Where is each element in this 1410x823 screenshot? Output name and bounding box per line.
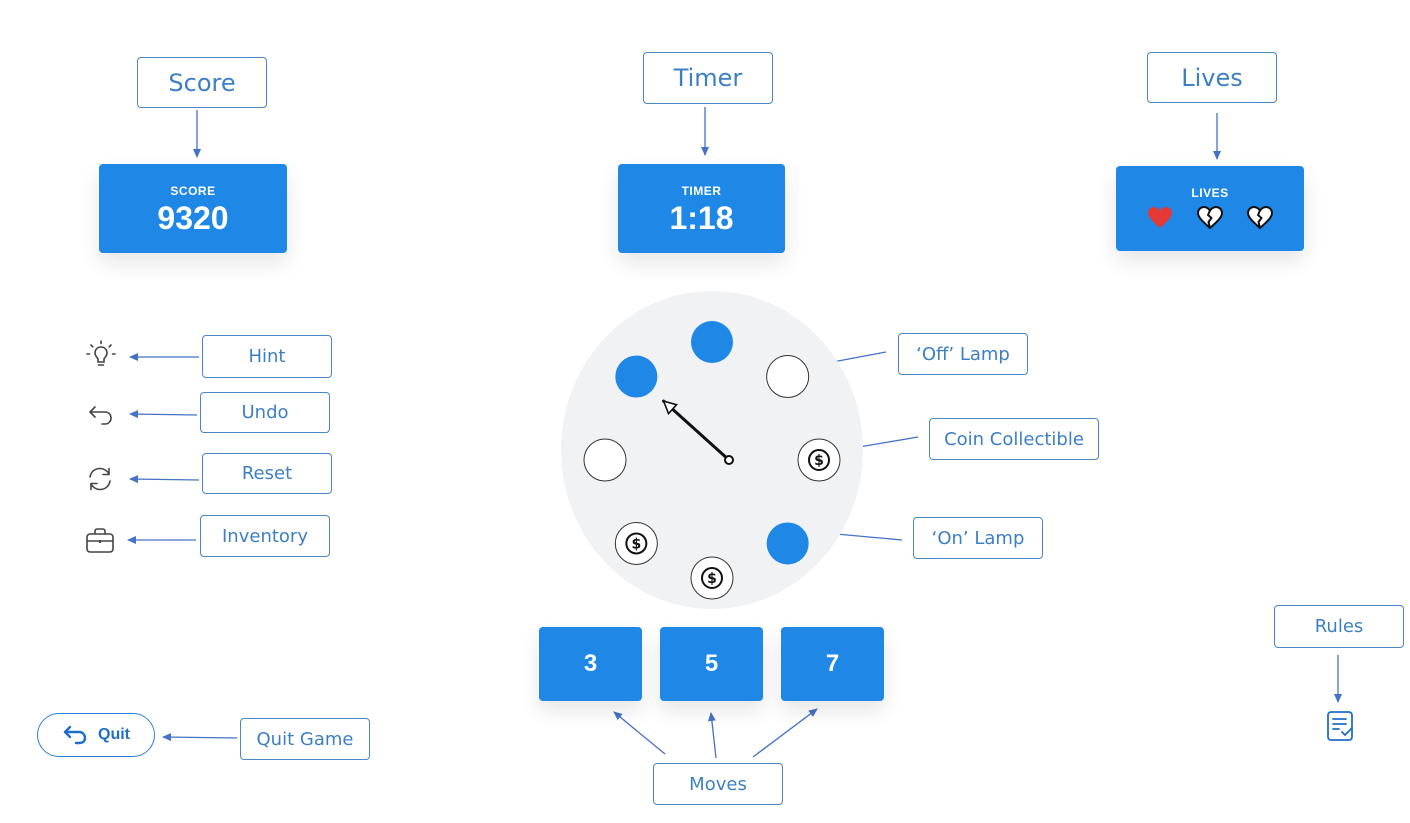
annotation-coin: Coin Collectible (929, 418, 1099, 460)
annotation-hint: Hint (202, 335, 332, 378)
annotation-quit-game: Quit Game (240, 718, 370, 760)
score-panel: SCORE 9320 (99, 164, 287, 253)
quit-label: Quit (98, 726, 130, 743)
move-button-3[interactable]: 7 (781, 627, 884, 701)
coin-collectible[interactable]: $ (614, 521, 658, 565)
lives-label: LIVES (1191, 186, 1229, 200)
lamp-on[interactable] (615, 355, 658, 398)
lamp-off[interactable] (583, 438, 627, 482)
score-value: 9320 (157, 200, 229, 236)
coin-collectible[interactable]: $ (797, 438, 841, 482)
briefcase-icon[interactable] (83, 524, 117, 558)
undo-arrow-icon (63, 725, 87, 745)
timer-panel: TIMER 1:18 (618, 164, 785, 253)
timer-value: 1:18 (669, 200, 734, 236)
broken-heart-icon (1197, 206, 1223, 230)
lamp-on[interactable] (691, 321, 733, 363)
coin-icon: $ (631, 536, 641, 552)
lamp-off[interactable] (766, 355, 810, 399)
annotation-off-lamp: ‘Off’ Lamp (898, 333, 1028, 375)
annotation-reset: Reset (202, 453, 332, 494)
coin-collectible[interactable]: $ (690, 556, 734, 600)
undo-icon[interactable] (84, 397, 118, 431)
rules-clipboard-icon[interactable] (1325, 710, 1357, 742)
annotation-inventory: Inventory (200, 515, 330, 557)
broken-heart-icon (1247, 206, 1273, 230)
score-label: SCORE (170, 184, 216, 198)
lightbulb-icon[interactable] (84, 338, 118, 372)
annotation-rules: Rules (1274, 605, 1404, 648)
lives-panel: LIVES (1116, 166, 1304, 251)
annotation-lives: Lives (1147, 52, 1277, 103)
annotation-undo: Undo (200, 392, 330, 433)
coin-icon: $ (814, 453, 824, 469)
annotation-score: Score (137, 57, 267, 108)
wheel-pointer[interactable] (662, 399, 734, 465)
heart-icon (1148, 207, 1172, 228)
quit-button[interactable]: Quit (37, 713, 155, 757)
lamp-wheel: $ $ $ (561, 291, 863, 609)
lamp-on[interactable] (766, 522, 809, 565)
move-button-2[interactable]: 5 (660, 627, 763, 701)
annotation-moves: Moves (653, 763, 783, 805)
annotation-on-lamp: ‘On’ Lamp (913, 517, 1043, 559)
move-button-1[interactable]: 3 (539, 627, 642, 701)
timer-label: TIMER (681, 184, 722, 198)
refresh-icon[interactable] (83, 462, 117, 496)
coin-icon: $ (707, 571, 717, 587)
annotation-timer: Timer (643, 52, 773, 104)
